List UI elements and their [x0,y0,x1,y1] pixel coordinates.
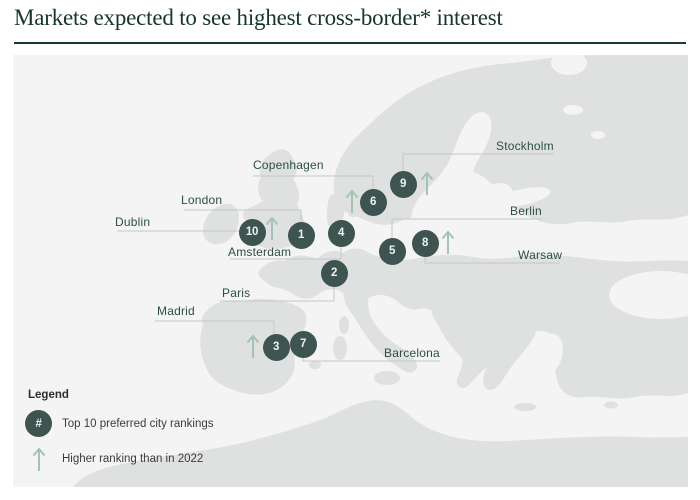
legend-rank-row: # Top 10 preferred city rankings [25,410,265,437]
rank-marker-barcelona: 7 [289,330,317,358]
land-sicily [374,371,400,385]
land-corsica [339,316,349,334]
city-label-berlin: Berlin [510,204,542,218]
up-arrow-madrid [246,334,260,358]
sea-white-sea [551,55,587,75]
rank-marker-london: 1 [287,221,315,249]
leader-line-london [184,209,302,222]
land-sardinia [333,336,347,360]
legend-arrow-row: Higher ranking than in 2022 [25,446,265,472]
land-balearics [309,361,321,369]
leader-line-madrid [155,320,275,334]
rank-marker-warsaw: 8 [411,229,439,257]
legend-arrow-box [25,446,52,472]
page-title: Markets expected to see highest cross-bo… [14,5,503,30]
sea-black-sea [609,271,688,319]
sea-lake [563,105,583,115]
land-italy [343,285,417,373]
legend-up-arrow-icon [32,447,45,471]
land-scandinavia [333,55,688,225]
up-arrow-copenhagen [345,189,359,213]
leader-line-warsaw [424,256,560,264]
leader-line-paris [220,287,335,302]
legend-rank-label: Top 10 preferred city rankings [62,417,214,430]
sea-aegean [533,333,563,377]
leader-line-copenhagen [253,175,374,189]
land-balkans [431,303,537,390]
land-cyprus [604,401,618,409]
europe-landmass [73,55,688,487]
leader-line-berlin [391,218,542,238]
city-label-copenhagen: Copenhagen [253,158,324,172]
sea-baltic [411,112,513,239]
land-ireland [203,203,239,245]
up-arrow-warsaw [441,230,455,254]
city-label-stockholm: Stockholm [496,139,554,153]
city-label-warsaw: Warsaw [518,248,563,262]
rank-marker-stockholm: 9 [389,170,417,198]
sea-gulf-of-finland [495,187,551,207]
leader-line-barcelona [302,357,440,362]
rank-marker-copenhagen: 6 [359,188,387,216]
city-label-paris: Paris [222,286,251,300]
legend-rank-marker: # [25,410,52,437]
land-crete [514,403,536,411]
up-arrow-dublin [265,216,279,240]
land-turkey [554,326,688,399]
title-divider [14,42,686,44]
city-label-madrid: Madrid [157,304,195,318]
rank-marker-berlin: 5 [378,237,406,265]
city-label-barcelona: Barcelona [384,346,440,360]
legend-title: Legend [28,389,69,401]
europe-map: Dublin London Copenhagen Amsterdam Paris… [13,55,688,487]
rank-marker-paris: 2 [320,259,348,287]
leader-lines [117,153,560,362]
land-north-africa [73,400,688,487]
legend: Legend # Top 10 preferred city rankings … [25,389,265,472]
leader-line-stockholm [402,153,554,171]
leader-line-amsterdam [230,247,342,260]
sea-lake-2 [591,131,605,139]
city-label-dublin: Dublin [115,215,151,229]
city-label-amsterdam: Amsterdam [228,245,292,259]
rank-marker-madrid: 3 [262,333,290,361]
up-arrow-stockholm [420,171,434,195]
legend-arrow-label: Higher ranking than in 2022 [62,453,204,465]
rank-marker-amsterdam: 4 [327,219,355,247]
city-label-london: London [181,193,223,207]
rank-marker-dublin: 10 [238,218,266,246]
land-continent [258,248,688,345]
